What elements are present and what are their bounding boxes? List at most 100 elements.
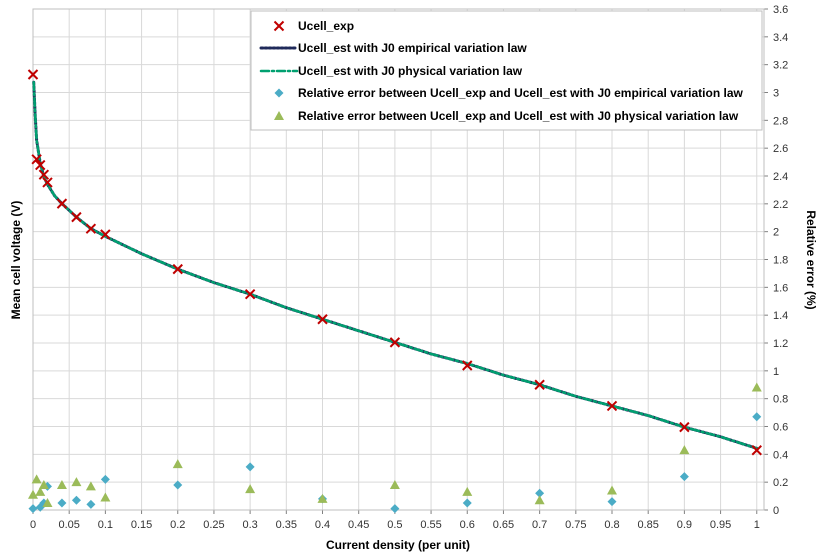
series-3-point [173,480,183,490]
plot-frame [32,8,765,511]
x-marker-stroke [38,169,50,180]
series-3-point [679,472,689,482]
series-4-point [56,479,67,489]
series-layer [27,69,762,514]
series-3-point [28,504,38,514]
series-0-point [35,159,46,171]
x-tick-label: 0 [30,519,36,531]
series-4-point [751,382,762,392]
x-tick-label: 0.55 [420,519,441,531]
y-right-tick-label: 3.6 [773,4,788,16]
series-4-point [35,486,46,496]
series-0-point [534,379,545,390]
y-right-tick-label: 1.8 [773,255,788,267]
y-right-tick-label: 0.2 [773,477,788,489]
series-0-point [27,69,39,80]
y-right-tick-label: 1.2 [773,338,788,350]
series-4-point [172,459,183,469]
series-3-point [245,462,255,472]
x-marker-stroke [172,263,183,275]
series-0-point [244,288,256,300]
series-3-point [71,495,81,505]
legend-marker-0 [273,20,285,32]
x-tick-label: 0.95 [710,519,731,531]
gridlines [32,8,768,514]
series-3-point [57,498,67,508]
series-4-point [38,479,49,489]
series-3-point [86,499,96,509]
series-0-point [606,400,618,412]
series-4-point [245,484,256,494]
series-3-point [100,474,110,484]
x-marker-stroke [35,159,46,171]
series-0-point [317,314,328,325]
y-axis-right-title: Relative error (%) [804,210,818,309]
y-right-tick-labels: 0 0.2 0.4 0.6 0.8 1 1.2 1.4 1.6 1.8 2 2.2 2.4 2.6 2.8 3… [773,4,788,517]
y-right-tick-label: 2.2 [773,199,788,211]
y-right-tick-label: 3.2 [773,60,788,72]
x-marker-stroke [244,288,256,300]
x-tick-label: 0.2 [170,519,185,531]
y-right-tick-label: 0.8 [773,394,788,406]
legend-label-2: Ucell_est with J0 physical variation law [298,64,523,78]
series-0-point [751,445,762,456]
y-right-tick-label: 2.6 [773,143,788,155]
series-0-point [38,169,50,180]
legend-box [250,10,763,131]
x-marker-stroke [100,229,111,240]
x-tick-label: 0.45 [348,519,369,531]
x-tick-label: 0.85 [637,519,658,531]
series-3-point [390,504,400,514]
series-4-point [42,498,53,508]
x-marker-stroke [679,421,690,433]
series-0-point [85,223,97,234]
series-0-point [31,154,42,165]
x-marker-stroke [31,154,42,165]
x-marker-stroke [27,69,39,80]
series-4-point [679,445,690,455]
series-0-point [71,211,82,223]
series-0-point [389,337,401,348]
x-tick-label: 0.75 [565,519,586,531]
x-marker-stroke [534,379,545,390]
y-axis-left-title: Mean cell voltage (V) [9,201,23,320]
y-right-tick-label: 0.6 [773,422,788,434]
series-4-point [31,474,42,484]
y-right-tick-label: 0.4 [773,449,788,461]
x-tick-label: 0.35 [276,519,297,531]
x-axis-title: Current density (per unit) [326,538,470,552]
x-tick-label: 0.05 [58,519,79,531]
series-0-point [42,177,53,188]
x-tick-label: 0.9 [677,519,692,531]
x-marker-stroke [85,223,97,234]
y-right-tick-label: 2.4 [773,171,788,183]
legend-label-1: Ucell_est with J0 empirical variation la… [298,41,527,55]
y-right-tick-label: 1.6 [773,282,788,294]
y-right-tick-label: 2.8 [773,115,788,127]
x-marker-stroke [606,400,618,412]
x-tick-label: 0.15 [131,519,152,531]
series-0-point [56,198,68,209]
x-tick-label: 1 [754,519,760,531]
x-marker-stroke [389,337,401,348]
x-tick-labels: 0 0.05 0.1 0.15 0.2 0.25 0.3 0.35 0.4 0.45 0.5 0.55… [30,519,760,531]
x-marker-stroke [273,20,285,32]
x-tick-label: 0.7 [532,519,547,531]
y-right-tick-label: 0 [773,505,779,517]
y-right-tick-label: 2 [773,227,779,239]
series-0-point [100,229,111,240]
x-tick-label: 0.8 [604,519,619,531]
x-marker-stroke [56,198,68,209]
x-marker-stroke [42,177,53,188]
series-4-point [462,486,473,496]
x-tick-label: 0.4 [315,519,330,531]
series-3-point [607,497,617,507]
series-0-point [679,421,690,433]
series-4-point [534,495,545,505]
x-marker-stroke [71,211,82,223]
series-4-point [100,492,111,502]
x-tick-label: 0.5 [387,519,402,531]
legend-label-0: Ucell_exp [298,19,354,33]
x-marker-stroke [751,445,762,456]
